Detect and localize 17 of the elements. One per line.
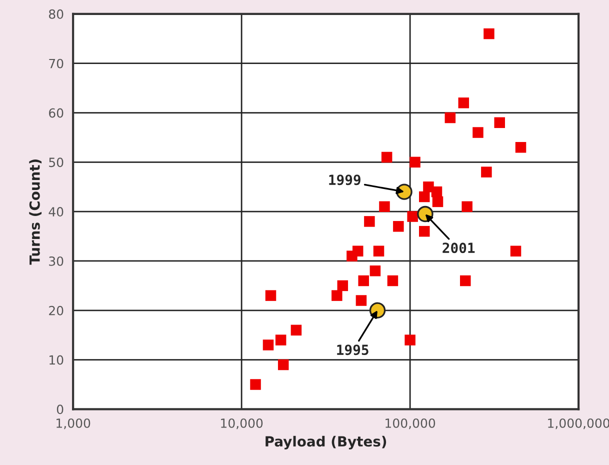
y-tick-label: 40 <box>48 207 64 216</box>
y-tick-label: 60 <box>49 108 64 118</box>
x-tick-label: 1,000 <box>56 418 90 430</box>
y-tick-label: 50 <box>49 158 64 168</box>
annotation: 1999 <box>329 174 360 186</box>
x-axis-title: Payload (Bytes) <box>266 436 386 450</box>
x-tick-label: 10,000 <box>221 418 263 430</box>
y-tick-label: 10 <box>50 355 64 365</box>
x-tick-label: 100,000 <box>386 418 436 430</box>
y-tick-label: 80 <box>48 9 64 19</box>
y-axis-title: Turns (Count) <box>29 160 42 265</box>
y-tick-label: 70 <box>49 58 64 68</box>
annotation: 2001 <box>442 242 475 254</box>
y-tick-label: 0 <box>56 404 64 414</box>
annotation: 1995 <box>337 344 368 356</box>
y-tick-label: 20 <box>49 306 64 316</box>
y-tick-label: 30 <box>49 256 64 266</box>
